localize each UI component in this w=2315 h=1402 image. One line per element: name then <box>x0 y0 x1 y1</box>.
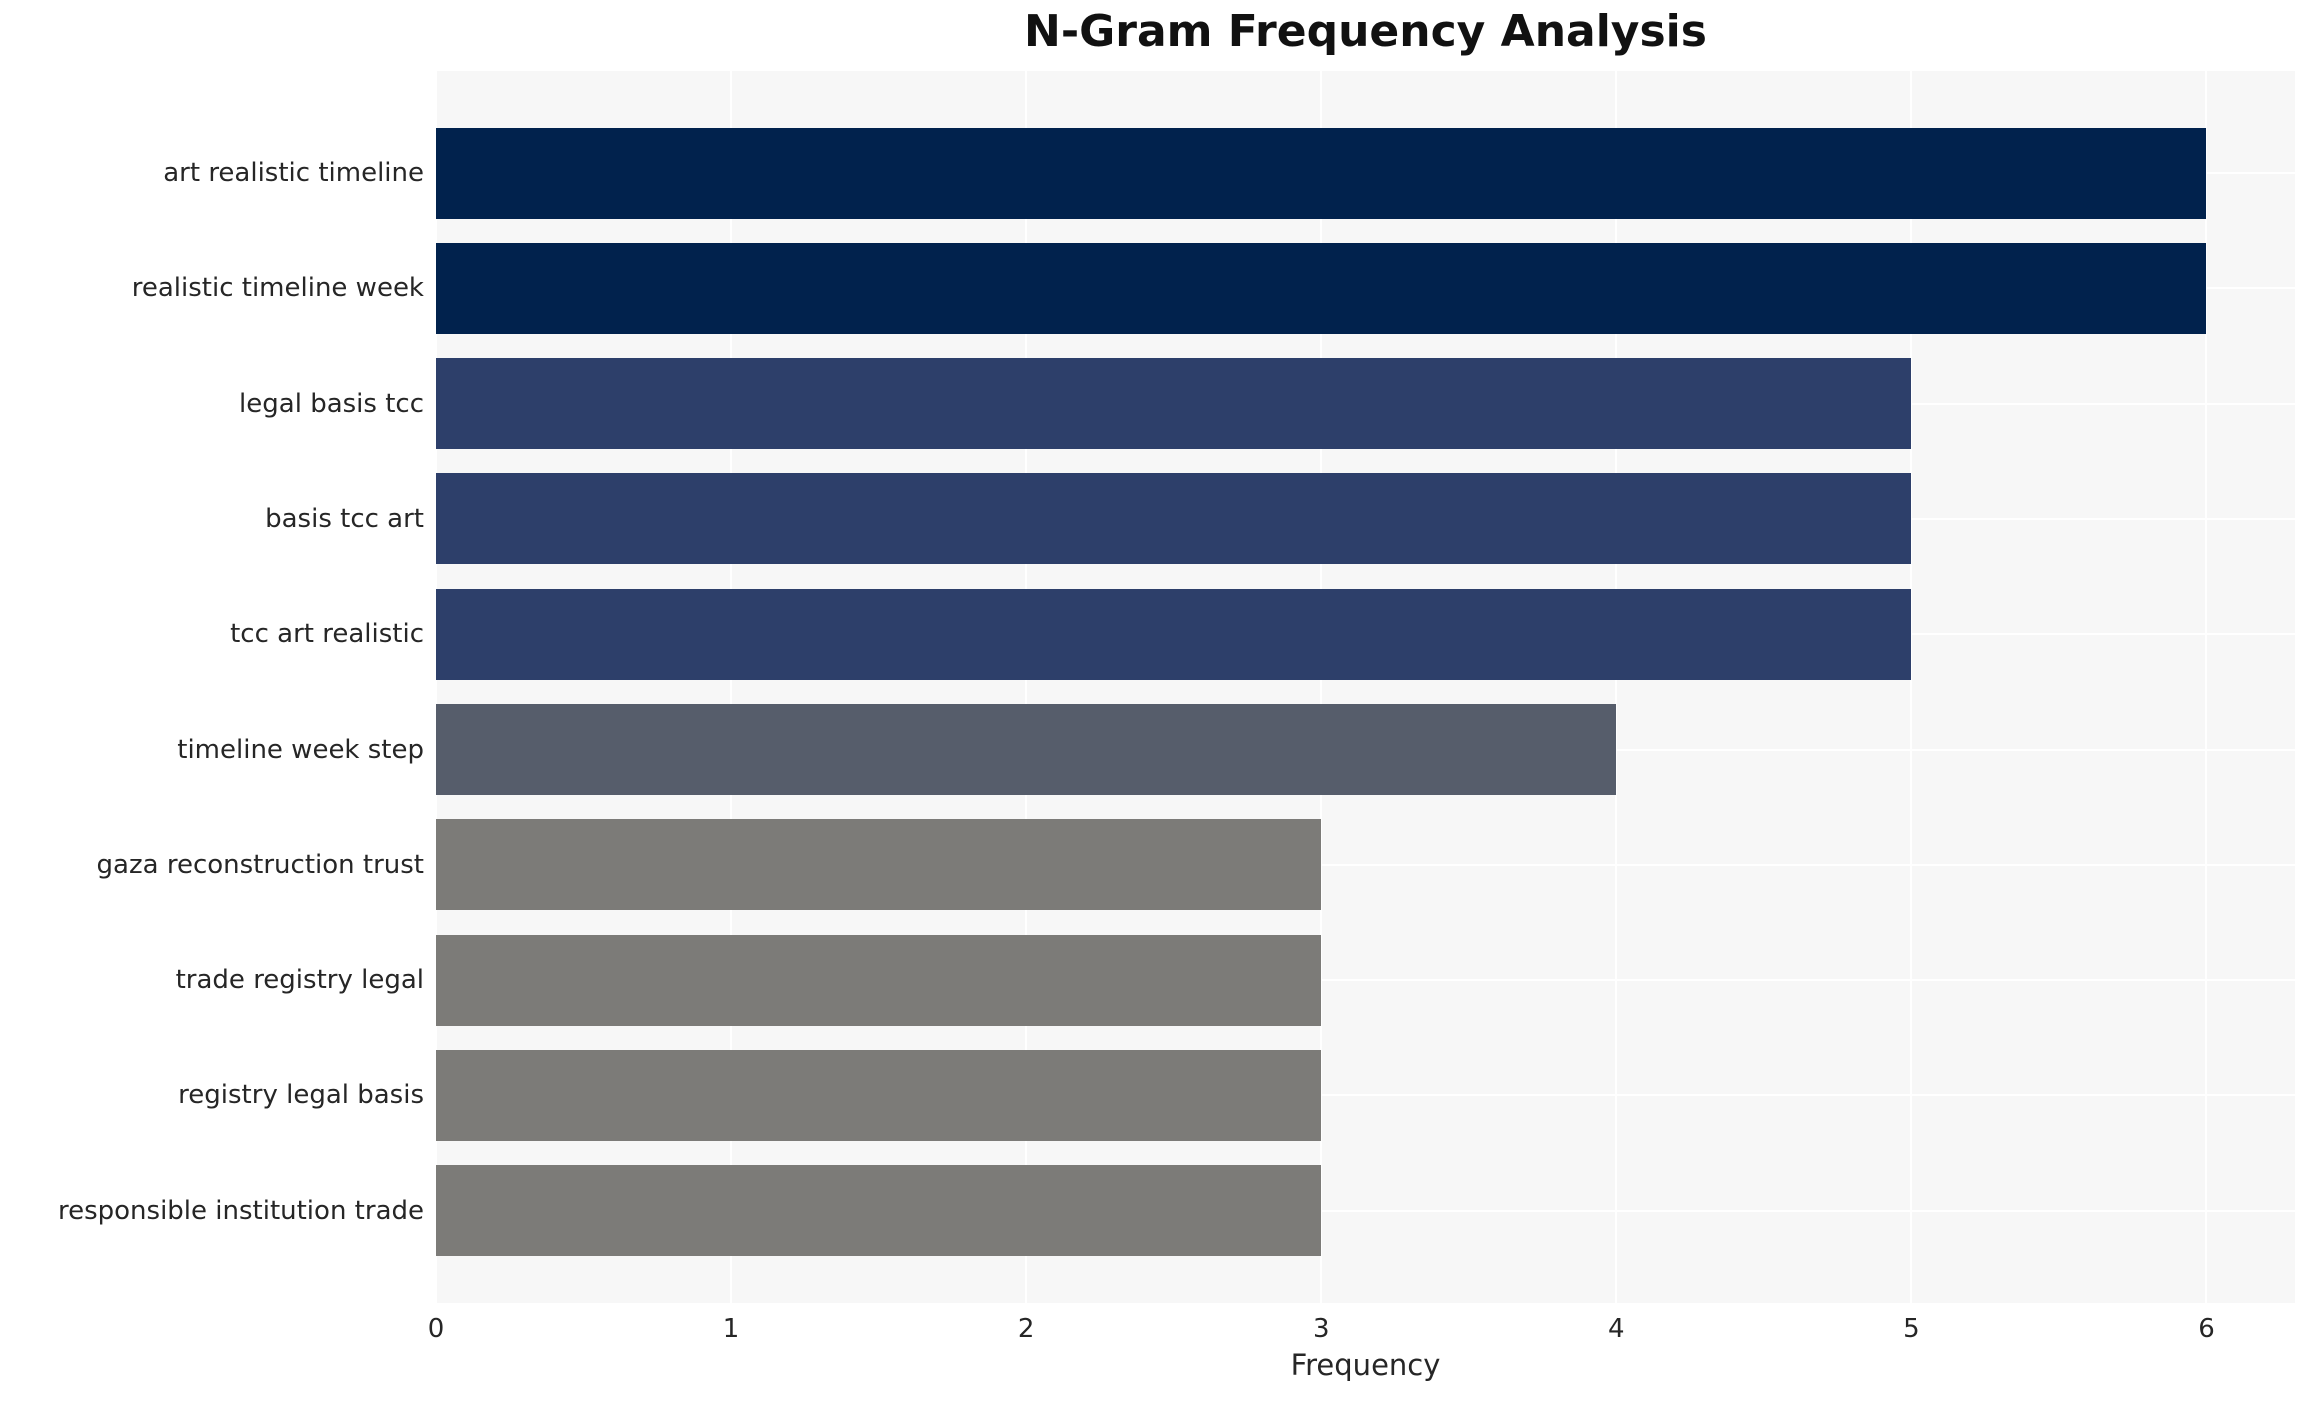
gridline-vertical <box>1320 71 1323 1303</box>
y-tick-label: realistic timeline week <box>131 273 424 304</box>
bar <box>436 1049 1322 1141</box>
gridline-vertical <box>1615 71 1618 1303</box>
bar <box>436 358 1912 450</box>
plot-area <box>435 71 2295 1303</box>
x-tick-label: 2 <box>1017 1314 1035 1344</box>
y-tick-label: responsible institution trade <box>57 1195 424 1226</box>
x-tick-label: 6 <box>2198 1314 2215 1344</box>
y-tick-label: registry legal basis <box>178 1080 424 1111</box>
y-tick-label: trade registry legal <box>175 965 424 996</box>
y-tick-label: tcc art realistic <box>230 619 424 650</box>
x-tick-label: 0 <box>427 1314 445 1344</box>
gridline-horizontal <box>436 1094 2295 1097</box>
gridline-vertical <box>1025 71 1028 1303</box>
y-tick-label: timeline week step <box>177 734 424 765</box>
x-tick-label: 4 <box>1608 1314 1625 1344</box>
bar <box>436 588 1912 680</box>
x-tick-label: 3 <box>1312 1314 1330 1344</box>
y-tick-label: gaza reconstruction trust <box>96 849 424 880</box>
chart-title: N-Gram Frequency Analysis <box>1024 6 1707 57</box>
gridline-horizontal <box>436 863 2295 866</box>
x-tick-label: 5 <box>1903 1314 1920 1344</box>
bar <box>436 127 2207 219</box>
bar <box>436 1165 1322 1257</box>
bar <box>436 819 1322 911</box>
y-tick-label: basis tcc art <box>265 503 424 534</box>
bar <box>436 704 1617 795</box>
gridline-horizontal <box>436 979 2295 982</box>
x-axis-title: Frequency <box>1290 1348 1441 1382</box>
bar <box>436 242 2207 334</box>
gridline-vertical <box>435 71 437 1303</box>
y-tick-label: art realistic timeline <box>163 158 424 188</box>
x-tick-label: 1 <box>722 1314 740 1344</box>
gridline-vertical <box>2205 71 2208 1303</box>
gridline-vertical <box>730 71 733 1303</box>
gridline-vertical <box>1910 71 1913 1303</box>
bar <box>436 934 1322 1026</box>
y-tick-label: legal basis tcc <box>239 388 424 419</box>
bar <box>436 473 1912 565</box>
gridline-horizontal <box>436 1209 2295 1212</box>
